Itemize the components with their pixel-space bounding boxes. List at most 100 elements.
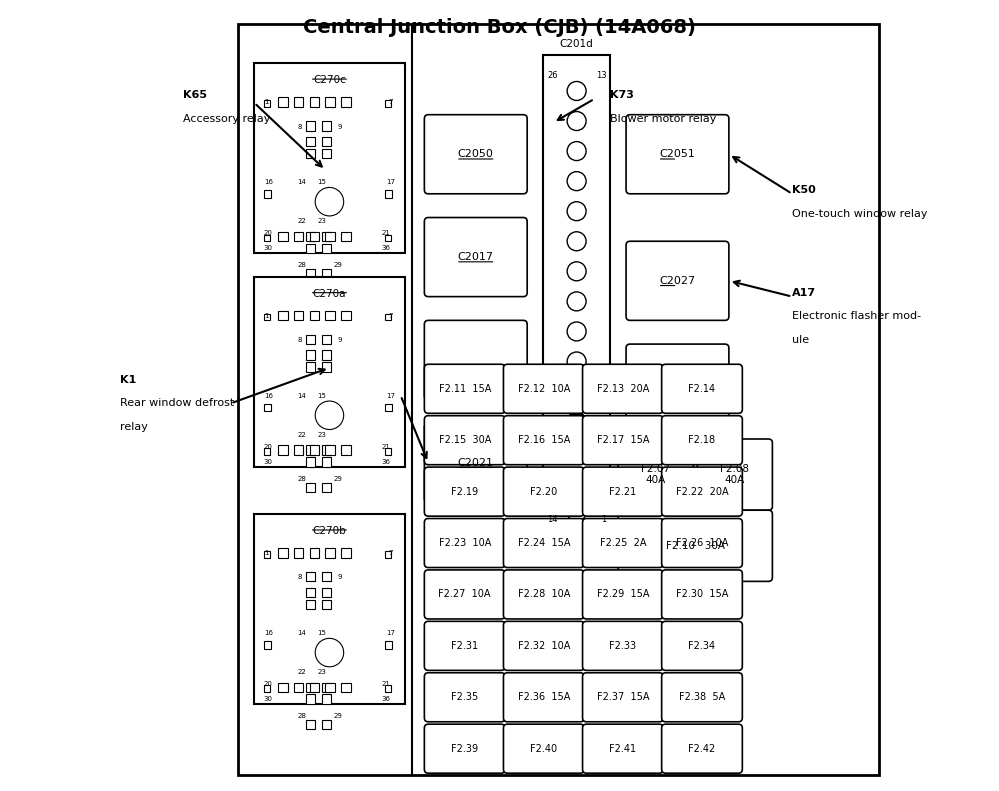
FancyBboxPatch shape xyxy=(582,416,663,465)
Text: ule: ule xyxy=(792,335,809,345)
Text: F2.27  10A: F2.27 10A xyxy=(439,589,491,600)
Bar xyxy=(294,232,304,241)
Bar xyxy=(294,97,304,107)
Bar xyxy=(306,121,316,131)
Bar xyxy=(278,445,288,455)
Bar xyxy=(306,600,316,609)
FancyBboxPatch shape xyxy=(582,519,663,568)
Bar xyxy=(326,97,335,107)
Text: 15: 15 xyxy=(317,630,326,636)
Bar xyxy=(326,548,335,558)
Text: 16: 16 xyxy=(264,392,273,399)
Text: 8: 8 xyxy=(298,337,302,343)
Bar xyxy=(264,551,271,558)
Bar xyxy=(322,694,331,704)
FancyBboxPatch shape xyxy=(661,672,742,721)
Bar xyxy=(255,63,405,253)
Bar xyxy=(326,232,335,241)
Bar xyxy=(294,683,304,692)
Bar xyxy=(322,588,331,597)
Text: C270b: C270b xyxy=(313,526,347,536)
Text: 23: 23 xyxy=(317,432,326,438)
FancyBboxPatch shape xyxy=(425,218,527,297)
Text: F2.13  20A: F2.13 20A xyxy=(596,384,649,394)
Bar xyxy=(306,335,316,344)
Bar xyxy=(326,445,335,455)
Text: 36: 36 xyxy=(382,245,391,252)
Text: 20: 20 xyxy=(264,444,273,450)
Text: 22: 22 xyxy=(298,218,306,225)
Bar xyxy=(306,445,316,455)
Text: 29: 29 xyxy=(334,262,343,268)
Text: F2.33: F2.33 xyxy=(609,641,636,651)
Bar xyxy=(322,457,331,467)
Text: 30: 30 xyxy=(264,245,273,252)
Bar xyxy=(306,483,316,492)
Text: Blower motor relay: Blower motor relay xyxy=(610,114,716,123)
FancyBboxPatch shape xyxy=(503,467,584,516)
Text: C2017: C2017 xyxy=(458,252,494,262)
Text: F2.11  15A: F2.11 15A xyxy=(439,384,491,394)
Text: 30: 30 xyxy=(264,696,273,702)
Text: K65: K65 xyxy=(183,90,207,100)
Text: 29: 29 xyxy=(334,475,343,482)
FancyBboxPatch shape xyxy=(503,570,584,619)
FancyBboxPatch shape xyxy=(661,467,742,516)
FancyBboxPatch shape xyxy=(425,416,505,465)
Bar xyxy=(306,694,316,704)
FancyBboxPatch shape xyxy=(626,344,729,423)
Text: 8: 8 xyxy=(298,574,302,581)
Text: 17: 17 xyxy=(386,392,395,399)
FancyBboxPatch shape xyxy=(582,364,663,413)
Bar xyxy=(385,403,393,411)
Bar xyxy=(322,720,331,729)
Bar xyxy=(306,350,316,360)
Text: F2.23  10A: F2.23 10A xyxy=(439,538,491,548)
Text: C270a: C270a xyxy=(313,289,347,299)
Bar xyxy=(264,403,272,411)
Text: 21: 21 xyxy=(382,444,391,450)
Text: 21: 21 xyxy=(382,230,391,237)
Bar xyxy=(306,683,316,692)
Text: F2.18: F2.18 xyxy=(688,435,715,445)
Text: Central Junction Box (CJB) (14A068): Central Junction Box (CJB) (14A068) xyxy=(303,18,696,37)
Bar xyxy=(306,588,316,597)
Text: F2.29  15A: F2.29 15A xyxy=(596,589,649,600)
Text: F2.34: F2.34 xyxy=(688,641,715,651)
Text: 15: 15 xyxy=(317,392,326,399)
Text: 9: 9 xyxy=(338,123,342,130)
Bar xyxy=(322,445,331,455)
Text: 17: 17 xyxy=(386,179,395,185)
FancyBboxPatch shape xyxy=(425,364,505,413)
FancyBboxPatch shape xyxy=(582,570,663,619)
Bar xyxy=(306,572,316,581)
Text: 22: 22 xyxy=(298,669,306,676)
Text: F2.15  30A: F2.15 30A xyxy=(439,435,491,445)
Text: F2.14: F2.14 xyxy=(688,384,715,394)
Text: F2.40: F2.40 xyxy=(530,744,557,754)
Text: K50: K50 xyxy=(792,185,816,195)
Circle shape xyxy=(567,412,586,431)
FancyBboxPatch shape xyxy=(425,467,505,516)
Text: 36: 36 xyxy=(382,696,391,702)
Bar xyxy=(278,683,288,692)
Bar xyxy=(342,683,351,692)
Bar xyxy=(264,314,271,320)
Text: A17: A17 xyxy=(792,288,816,297)
FancyBboxPatch shape xyxy=(425,672,505,721)
Text: F2.19: F2.19 xyxy=(452,486,479,497)
Bar xyxy=(385,190,393,198)
FancyBboxPatch shape xyxy=(503,672,584,721)
Bar xyxy=(306,137,316,146)
Bar xyxy=(342,232,351,241)
Text: F2.36  15A: F2.36 15A xyxy=(517,692,570,702)
Text: C2027: C2027 xyxy=(659,276,695,286)
FancyBboxPatch shape xyxy=(661,622,742,671)
FancyBboxPatch shape xyxy=(425,519,505,568)
Bar xyxy=(239,24,879,775)
Text: One-touch window relay: One-touch window relay xyxy=(792,209,928,218)
Bar xyxy=(326,683,335,692)
Bar xyxy=(385,551,392,558)
FancyBboxPatch shape xyxy=(503,519,584,568)
Text: F2.16  15A: F2.16 15A xyxy=(517,435,570,445)
